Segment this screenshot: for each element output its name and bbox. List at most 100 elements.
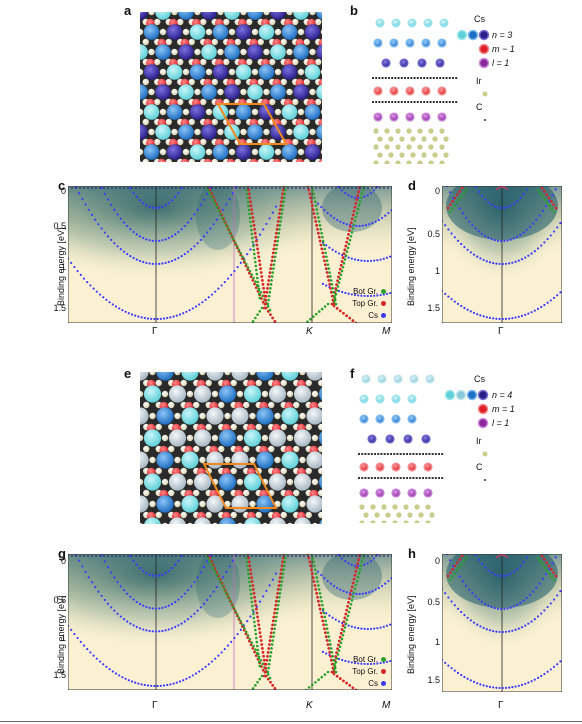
side-atom-cs-grey	[409, 374, 419, 384]
cs-band	[82, 644, 86, 647]
bot-graphene-band	[254, 684, 257, 687]
bot-graphene-band	[310, 683, 314, 687]
cs-band	[170, 627, 174, 630]
bot-graphene-band	[254, 628, 257, 632]
bot-graphene-band	[237, 616, 241, 620]
cs-band	[126, 252, 129, 256]
top-graphene-band	[345, 314, 348, 318]
top-graphene-band	[259, 639, 263, 642]
cs-band	[174, 625, 177, 629]
lattice-substrate-atom	[212, 522, 218, 524]
cs-band	[503, 239, 506, 242]
cs-band	[166, 316, 169, 320]
cs-band	[190, 248, 193, 251]
bot-graphene-band	[258, 310, 262, 313]
lattice-substrate-atom	[287, 522, 293, 524]
cs-band	[363, 195, 366, 198]
cs-band	[138, 199, 142, 202]
cs-band	[374, 588, 377, 591]
side-atom-cs-light	[375, 18, 385, 28]
cs-band	[132, 598, 135, 601]
bot-graphene-band	[276, 603, 280, 607]
side-ir-atom	[421, 152, 427, 158]
cs-band	[145, 238, 148, 241]
cs-band	[519, 564, 522, 567]
cs-band	[164, 261, 167, 264]
lattice-substrate-atom	[320, 69, 322, 75]
lattice-substrate-atom	[187, 522, 193, 524]
lattice-cs-atom	[189, 144, 206, 160]
top-graphene-band	[309, 564, 312, 568]
top-graphene-band	[310, 204, 314, 208]
lattice-substrate-atom	[171, 48, 178, 56]
bot-graphene-band	[448, 578, 452, 582]
cs-band	[130, 680, 134, 683]
cs-band	[156, 317, 159, 321]
cs-band	[180, 555, 183, 558]
top-graphene-band	[274, 599, 278, 603]
flat-band	[119, 187, 121, 189]
cs-band	[320, 205, 323, 209]
cs-band	[100, 186, 103, 189]
flat-band	[103, 187, 105, 189]
top-graphene-band	[322, 623, 325, 627]
top-graphene-band	[309, 196, 312, 200]
cs-band	[450, 667, 453, 670]
side-ir-atom	[373, 128, 379, 134]
top-graphene-band	[265, 290, 269, 294]
side-ir-atom	[414, 504, 420, 510]
lattice-m-atom	[203, 158, 213, 162]
bot-graphene-band	[246, 564, 249, 568]
flat-band	[291, 555, 293, 557]
cs-band	[164, 605, 167, 609]
lattice-cs-atom	[166, 24, 183, 40]
cs-band	[119, 217, 122, 220]
lattice-cs-atom	[231, 372, 249, 381]
top-graphene-band	[320, 247, 324, 251]
bot-graphene-band	[245, 188, 248, 192]
cs-band	[533, 309, 536, 312]
cs-band	[541, 577, 544, 581]
lattice-cs-atom	[294, 517, 311, 524]
lattice-cs-atom	[140, 372, 149, 381]
side-atom-cs-dark	[421, 434, 431, 444]
flat-band	[315, 187, 317, 189]
cs-band	[194, 305, 198, 308]
bot-graphene-band	[260, 674, 264, 678]
bot-graphene-band	[212, 566, 215, 570]
bot-graphene-band	[273, 255, 277, 259]
cs-band	[456, 302, 460, 305]
cs-band	[202, 602, 206, 605]
lattice-substrate-atom	[299, 372, 306, 376]
lattice-substrate-atom	[143, 445, 150, 453]
bot-graphene-band	[226, 227, 230, 230]
lattice-substrate-atom	[255, 423, 262, 431]
cs-band	[516, 567, 519, 571]
bot-graphene-band	[323, 247, 327, 251]
lattice-cs-atom	[270, 84, 286, 100]
cs-band	[210, 293, 214, 296]
lattice-substrate-atom	[140, 68, 144, 76]
lattice-substrate-atom	[268, 445, 275, 453]
bot-graphene-band	[267, 666, 270, 670]
lattice-substrate-atom	[286, 478, 294, 486]
cs-band	[373, 294, 376, 297]
lattice-substrate-atom	[200, 138, 207, 146]
lattice-cs-atom	[194, 517, 211, 524]
cs-band	[158, 206, 161, 209]
side-ir-atom	[443, 136, 449, 142]
cs-band	[151, 574, 154, 577]
cs-band	[334, 618, 337, 621]
top-graphene-band	[258, 627, 261, 631]
cs-band	[482, 315, 485, 318]
bot-graphene-band	[282, 568, 285, 572]
legend-f-swatches	[444, 389, 489, 429]
lattice-substrate-atom	[171, 128, 178, 136]
cs-band	[480, 562, 484, 566]
cs-band	[177, 256, 180, 260]
lattice-cs-atom	[143, 64, 160, 80]
top-graphene-band	[258, 259, 261, 263]
bot-graphene-band	[356, 575, 360, 579]
top-graphene-band	[253, 595, 256, 599]
cs-band	[111, 303, 114, 306]
